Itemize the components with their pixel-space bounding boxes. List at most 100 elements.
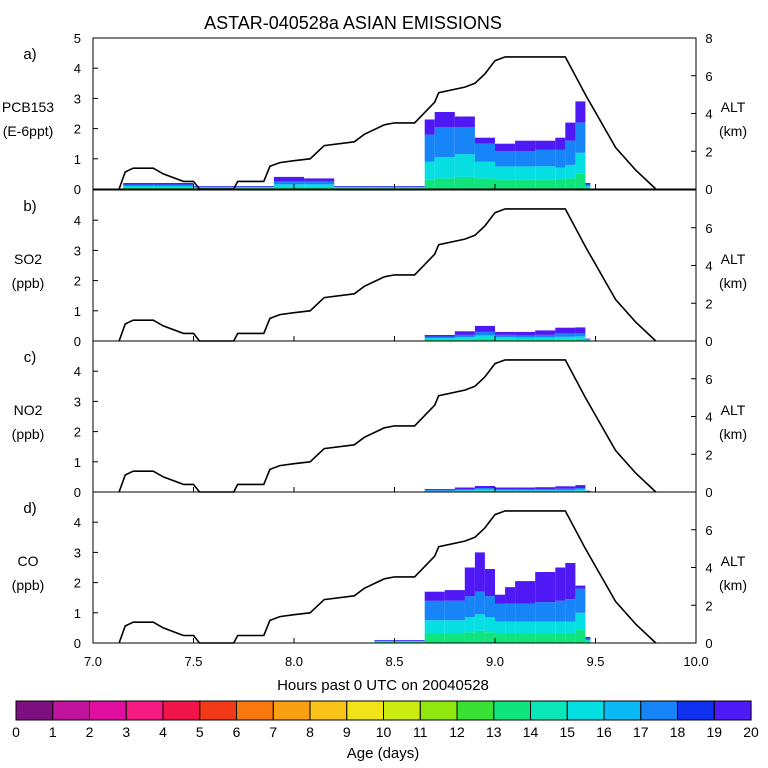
series-bar [484,617,495,633]
y-tick-label: 1 [74,304,81,319]
y2-axis-label: (km) [719,123,747,139]
colorbar-swatch [493,700,532,721]
series-bar [484,632,495,643]
panel-a: 0 1 2 3 4 5 0 2 4 6 8 a) PCB153 (E-6ppt) ALT (km) [2,31,747,197]
y2-tick-label: 2 [705,447,712,462]
plot-frame [92,340,697,493]
series-bar [444,600,465,621]
colorbar-tick-label: 5 [196,724,204,740]
series-bar [273,187,305,189]
series-bar [273,184,305,188]
series-bar [585,339,591,340]
y2-tick-label: 4 [705,410,712,425]
y2-axis-label: ALT [721,402,746,418]
y2-tick-label: 0 [705,636,712,651]
y2-axis-label: ALT [721,553,746,569]
colorbar-tick-label: 10 [376,724,392,740]
series-bar [454,335,475,338]
series-bar [555,167,566,180]
series-bar [454,339,475,341]
series-bar [444,620,465,634]
y2-axis-label: (km) [719,426,747,442]
series-bar [555,336,576,340]
series-bar [484,569,495,597]
y-axis-label: NO2 [14,402,43,418]
x-axis: 7.0 7.5 8.0 8.5 9.0 9.5 10.0 [84,654,709,669]
y-tick-label: 0 [74,485,81,500]
y-tick-label: 1 [74,455,81,470]
series-bar [424,591,445,601]
series-bar [444,633,465,643]
colorbar-tick-label: 16 [596,724,612,740]
series-bar [495,166,516,180]
series-bar [555,621,566,634]
series-bar [585,491,591,492]
colorbar-tick-label: 14 [523,724,539,740]
series-bar [153,187,194,189]
series-bar [484,596,495,618]
series-bar [575,173,586,189]
series-bar [454,490,475,492]
colorbar-swatch [456,700,495,721]
series-bar [565,599,576,622]
series-bar [424,338,455,340]
y2-axis-label: (km) [719,275,747,291]
y2-tick-label: 4 [705,561,712,576]
y-tick-label: 0 [74,636,81,651]
panel-label: d) [23,500,36,517]
series-bar [334,186,375,187]
y-tick-label: 3 [74,243,81,258]
plot-frame [92,189,697,342]
series-bar [123,183,154,185]
series-bar [454,127,475,155]
y2-tick-label: 6 [705,69,712,84]
series-bar [414,640,425,642]
y-tick-label: 4 [74,213,81,228]
panel-b: 0 1 2 3 4 0 2 4 6 b) SO2 (ppb) ALT (km) [12,189,747,349]
series-bar [153,183,194,185]
series-bar [575,101,586,123]
series-bar [585,338,591,340]
series-bar [334,186,375,188]
colorbar-tick-label: 9 [343,724,351,740]
series-bar [454,487,475,489]
colorbar-swatch [566,700,605,721]
series-bar [575,585,586,589]
series-bar [454,489,475,491]
series-bar [505,587,516,604]
x-tick-label: 7.0 [84,654,102,669]
series-bar [505,633,516,643]
y-tick-label: 4 [74,61,81,76]
series-bar [555,488,576,491]
series-bar [585,183,591,185]
series-bar [575,612,586,630]
series-bar [555,486,576,489]
colorbar-swatch [272,700,311,721]
y-tick-label: 2 [74,576,81,591]
series-bar [454,176,475,189]
x-axis-label: Hours past 0 UTC on 20040528 [277,677,489,694]
series-bar [495,490,516,492]
series-bar [565,140,576,165]
series-bar [424,489,455,491]
y-tick-label: 2 [74,122,81,137]
panels: 01234502468a)PCB153(E-6ppt)ALT(km)012340… [2,31,747,651]
x-tick-label: 9.0 [486,654,504,669]
series-bar [495,621,506,634]
series-bar [575,488,586,490]
series-bar [454,331,475,335]
series-bar [515,335,536,338]
series-bar [515,151,536,167]
series-bar [414,186,425,188]
series-bar [454,116,475,128]
series-bar [565,633,576,643]
plot-frame [92,37,697,190]
series-bar [474,591,485,615]
colorbar-tick-label: 13 [486,724,502,740]
series-bar [535,179,556,189]
series-bar [565,178,576,189]
x-tick-label: 10.0 [683,654,708,669]
series-bar [424,161,435,180]
series-bar [575,489,586,491]
series-bar [495,337,516,340]
